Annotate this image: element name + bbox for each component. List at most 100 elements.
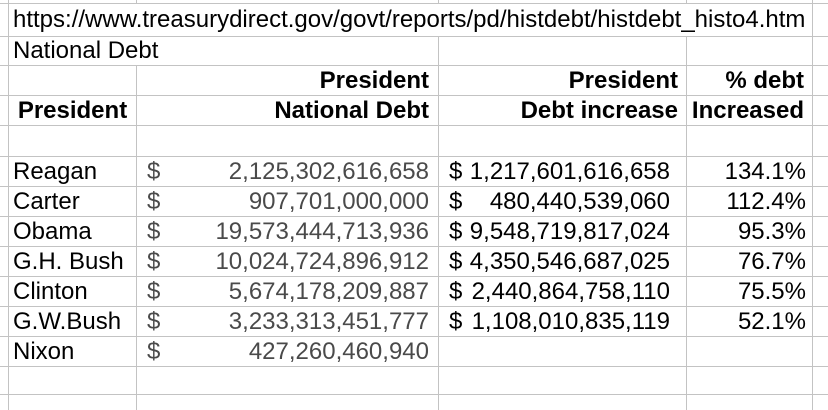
empty-cell[interactable] [137,126,439,157]
cell-national-debt-value[interactable]: $10,024,724,896,912 [137,247,439,277]
grid-cell-partial [0,307,9,337]
grid-cell-partial [0,247,9,277]
empty-cell[interactable] [813,217,828,247]
empty-cell[interactable] [687,367,813,395]
cell-national-debt-value[interactable]: $3,233,313,451,777 [137,307,439,337]
grid-cell-partial [0,66,9,96]
cell-pct-increased-value[interactable]: 95.3% [687,217,813,247]
cell-national-debt-value[interactable]: $5,674,178,209,887 [137,277,439,307]
amount: 480,440,539,060 [489,187,670,215]
currency-symbol: $ [147,307,161,335]
empty-cell[interactable] [9,126,137,157]
empty-cell[interactable] [813,337,828,367]
empty-cell[interactable] [813,96,828,126]
currency-symbol: $ [449,157,463,185]
empty-cell[interactable] [813,126,828,157]
cell-sheet-title[interactable]: National Debt [9,37,439,66]
empty-cell[interactable] [813,37,828,66]
empty-cell[interactable] [9,367,137,395]
empty-cell[interactable] [687,37,813,66]
cell-president-name[interactable]: Nixon [9,337,137,367]
empty-cell[interactable] [813,247,828,277]
amount: 1,108,010,835,119 [471,307,670,335]
cell-header-pct-top[interactable]: % debt [687,66,813,96]
president-name: Reagan [13,157,98,185]
percent: 134.1% [724,157,806,185]
amount: 2,440,864,758,110 [471,277,670,305]
cell-url[interactable]: https://www.treasurydirect.gov/govt/repo… [9,4,813,37]
currency-symbol: $ [147,277,161,305]
grid-cell-partial [813,0,828,4]
empty-cell[interactable] [687,126,813,157]
empty-cell[interactable] [439,126,687,157]
cell-pct-increased-value[interactable]: 76.7% [687,247,813,277]
cell-national-debt-value[interactable]: $427,260,460,940 [137,337,439,367]
amount: 907,701,000,000 [248,187,429,215]
cell-president-name[interactable]: Obama [9,217,137,247]
empty-cell[interactable] [813,66,828,96]
cell-debt-increase-value[interactable]: $2,440,864,758,110 [439,277,687,307]
cell-national-debt-value[interactable]: $19,573,444,713,936 [137,217,439,247]
cell-president-name[interactable]: Carter [9,187,137,217]
amount: 19,573,444,713,936 [215,217,429,245]
currency-symbol: $ [147,157,161,185]
empty-cell[interactable] [813,4,828,37]
currency-symbol: $ [449,217,463,245]
cell-header-pct[interactable]: Increased [687,96,813,126]
amount: 3,233,313,451,777 [228,307,429,335]
grid-cell-partial [9,0,137,4]
cell-debt-increase-value[interactable]: $1,108,010,835,119 [439,307,687,337]
header-text: National Debt [274,96,429,124]
empty-cell[interactable] [813,367,828,395]
header-text: % debt [725,66,804,94]
cell-debt-increase-value[interactable]: $1,217,601,616,658 [439,157,687,187]
grid-cell-partial [0,337,9,367]
percent: 52.1% [737,307,806,335]
cell-debt-increase-value[interactable] [439,337,687,367]
amount: 5,674,178,209,887 [228,277,429,305]
cell-pct-increased-value[interactable]: 112.4% [687,187,813,217]
grid-cell-partial [9,395,137,410]
empty-cell[interactable] [813,307,828,337]
cell-header-president[interactable]: President [9,96,137,126]
cell-pct-increased-value[interactable]: 75.5% [687,277,813,307]
grid-cell-partial [0,37,9,66]
president-name: G.W.Bush [13,307,122,335]
empty-cell[interactable] [813,187,828,217]
cell-president-name[interactable]: G.W.Bush [9,307,137,337]
cell-national-debt-value[interactable]: $2,125,302,616,658 [137,157,439,187]
president-name: Carter [13,187,80,215]
cell-pct-increased-value[interactable]: 52.1% [687,307,813,337]
cell-president-name[interactable]: Clinton [9,277,137,307]
cell-pct-increased-value[interactable] [687,337,813,367]
empty-cell[interactable] [813,157,828,187]
currency-symbol: $ [449,307,463,335]
grid-cell-partial [439,0,687,4]
grid-cell-partial [0,96,9,126]
sheet-title-text: National Debt [13,37,159,64]
cell-pct-increased-value[interactable]: 134.1% [687,157,813,187]
amount: 10,024,724,896,912 [215,247,429,275]
empty-cell[interactable] [439,37,687,66]
amount: 1,217,601,616,658 [469,157,670,185]
empty-cell[interactable] [9,66,137,96]
cell-header-national-debt[interactable]: National Debt [137,96,439,126]
cell-president-name[interactable]: G.H. Bush [9,247,137,277]
cell-national-debt-value[interactable]: $907,701,000,000 [137,187,439,217]
empty-cell[interactable] [439,367,687,395]
empty-cell[interactable] [137,367,439,395]
percent: 95.3% [737,217,806,245]
cell-debt-increase-value[interactable]: $4,350,546,687,025 [439,247,687,277]
cell-president-name[interactable]: Reagan [9,157,137,187]
grid-cell-partial [0,187,9,217]
grid-cell-partial [0,0,9,4]
empty-cell[interactable] [813,277,828,307]
url-text: https://www.treasurydirect.gov/govt/repo… [13,6,806,33]
cell-header-debt-increase-top[interactable]: President [439,66,687,96]
amount: 2,125,302,616,658 [228,157,429,185]
cell-debt-increase-value[interactable]: $480,440,539,060 [439,187,687,217]
cell-debt-increase-value[interactable]: $9,548,719,817,024 [439,217,687,247]
cell-header-debt-increase[interactable]: Debt increase [439,96,687,126]
cell-header-national-debt-top[interactable]: President [137,66,439,96]
